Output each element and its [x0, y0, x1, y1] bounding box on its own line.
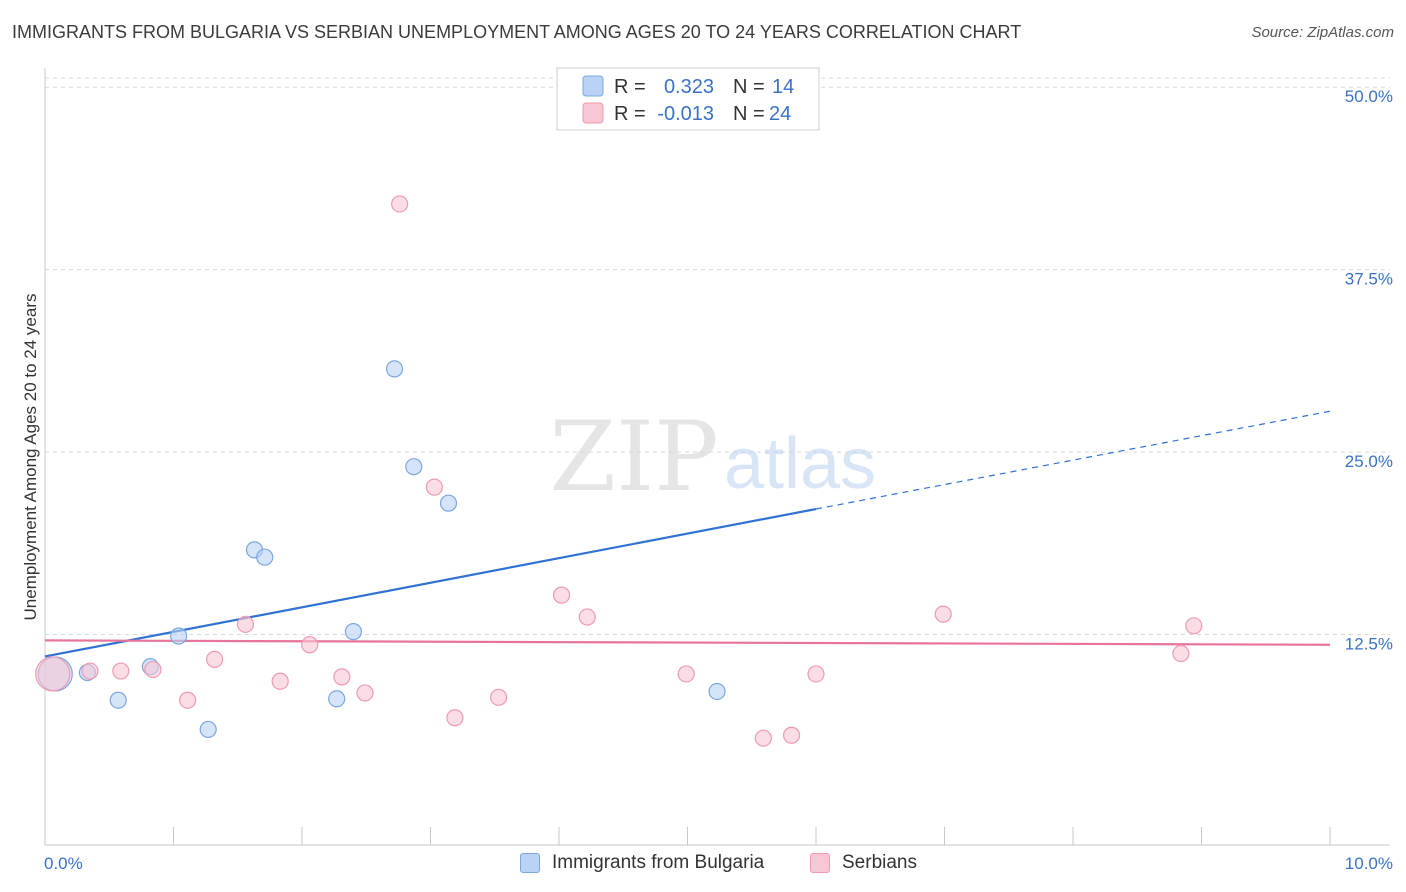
- bulgaria-point: [405, 458, 423, 476]
- x-tick-label-min: 0.0%: [44, 854, 83, 873]
- y-tick-label: 12.5%: [1345, 635, 1393, 654]
- y-axis-label: Unemployment Among Ages 20 to 24 years: [21, 294, 40, 621]
- serbia-point: [81, 662, 99, 680]
- stats-legend: R = 0.323 N = 14 R = -0.013 N = 24: [556, 67, 820, 131]
- bulgaria-point: [328, 690, 346, 708]
- legend-swatch-serbia: [582, 102, 604, 124]
- serbia-point: [333, 668, 351, 686]
- serbia-point: [446, 709, 464, 727]
- serbia-point: [782, 726, 801, 744]
- legend-label-bulgaria: Immigrants from Bulgaria: [552, 852, 765, 873]
- bulgaria-point: [170, 627, 188, 645]
- y-tick-label: 50.0%: [1345, 87, 1393, 106]
- serbia-point: [144, 660, 162, 679]
- watermark: ZIP atlas: [549, 401, 876, 513]
- axis-labels: 12.5% 25.0% 37.5% 50.0% 0.0% 10.0%: [44, 87, 1393, 873]
- serbia-point: [301, 636, 319, 654]
- watermark-atlas: atlas: [724, 424, 876, 504]
- legend-r-label-serbia: R =: [614, 103, 646, 125]
- serbia-point: [552, 586, 571, 604]
- legend-item-bulgaria[interactable]: Immigrants from Bulgaria: [520, 852, 764, 874]
- serbia-point: [179, 691, 197, 709]
- legend-r-label-bulgaria: R =: [614, 76, 646, 98]
- bulgaria-point: [385, 360, 404, 378]
- serbia-point: [1172, 644, 1190, 663]
- serbia-point: [677, 665, 695, 683]
- legend-item-serbia[interactable]: Serbians: [810, 852, 917, 874]
- bulgaria-trend-extension: [815, 410, 1331, 510]
- y-tick-label: 25.0%: [1345, 452, 1393, 471]
- y-tick-label: 37.5%: [1345, 270, 1393, 289]
- data-points: [35, 195, 1203, 747]
- serbia-point: [271, 672, 289, 690]
- legend-r-value-bulgaria: 0.323: [664, 76, 714, 98]
- legend-swatch-bulgaria-bottom: [520, 853, 540, 873]
- watermark-zip: ZIP: [549, 401, 718, 513]
- bulgaria-point: [199, 720, 217, 739]
- legend-r-value-serbia: -0.013: [657, 103, 714, 125]
- legend-label-serbia: Serbians: [842, 852, 917, 873]
- legend-n-value-serbia: 24: [769, 103, 791, 125]
- serbia-point: [425, 478, 443, 496]
- legend-n-label-bulgaria: N =: [733, 76, 765, 98]
- bulgaria-point: [344, 623, 362, 641]
- serbia-point: [112, 662, 130, 680]
- source-credit: Source: ZipAtlas.com: [1251, 24, 1394, 41]
- axes-layer: [44, 68, 1390, 846]
- serbia-point: [578, 608, 596, 626]
- serbia-point: [934, 605, 952, 623]
- bulgaria-point: [708, 682, 726, 701]
- serbia-point: [206, 650, 224, 668]
- bulgaria-point: [439, 494, 458, 512]
- serbia-point: [1185, 617, 1203, 635]
- serbia-point: [807, 665, 825, 683]
- legend-n-value-bulgaria: 14: [772, 76, 794, 98]
- chart-title: IMMIGRANTS FROM BULGARIA VS SERBIAN UNEM…: [12, 22, 1022, 42]
- legend-n-label-serbia: N =: [733, 103, 765, 125]
- serbia-point: [356, 684, 374, 702]
- bulgaria-point: [256, 548, 274, 566]
- serbia-trend-line: [44, 639, 1331, 646]
- serbia-point: [236, 615, 255, 633]
- x-tick-label-max: 10.0%: [1345, 854, 1393, 873]
- legend-swatch-serbia-bottom: [810, 853, 830, 873]
- serbia-point: [490, 688, 508, 706]
- bulgaria-point: [109, 691, 127, 709]
- serbia-point: [35, 656, 71, 692]
- legend-swatch-bulgaria: [582, 75, 604, 97]
- serbia-point: [391, 195, 409, 213]
- serbia-point: [754, 729, 772, 747]
